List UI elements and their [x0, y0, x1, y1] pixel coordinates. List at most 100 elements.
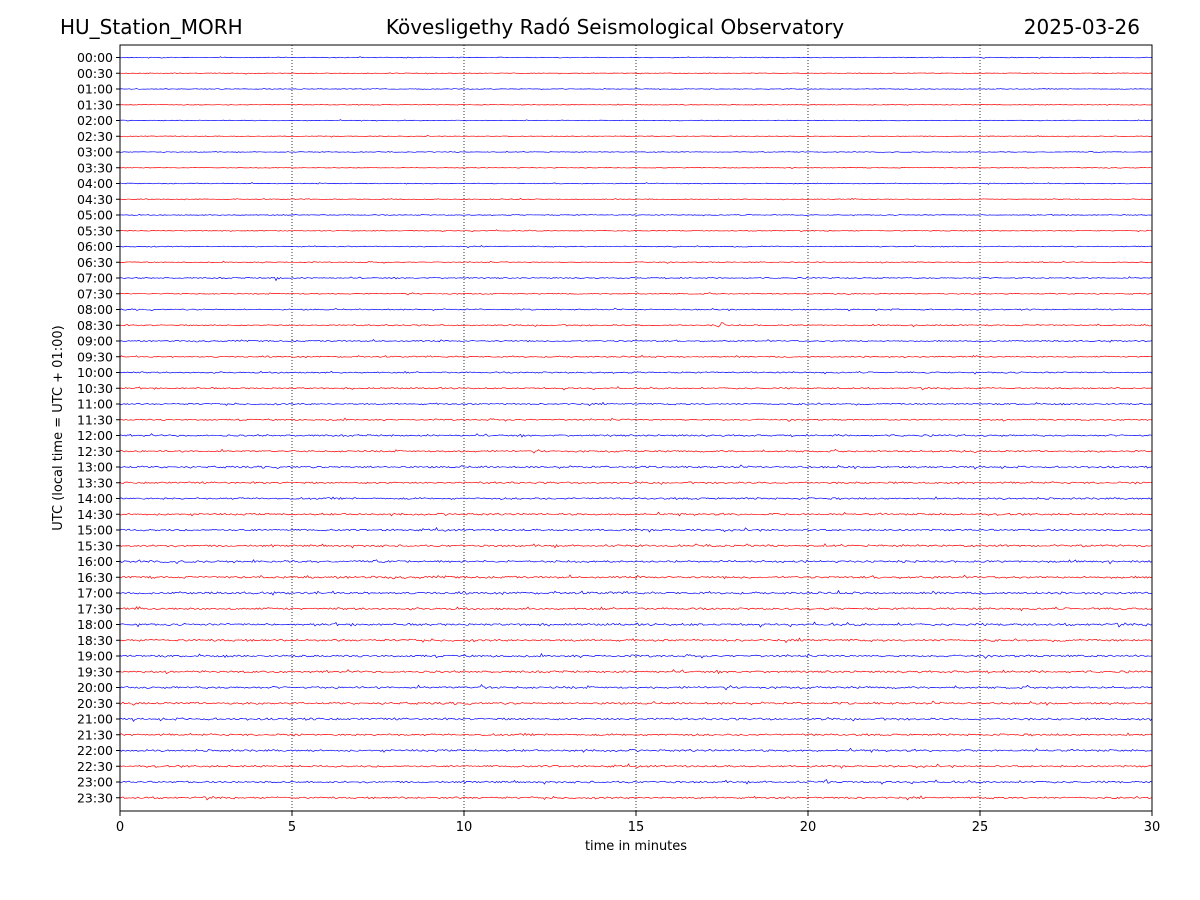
seismic-traces — [119, 56, 1153, 801]
row-label-1630: 16:30 — [77, 570, 113, 585]
trace-0930 — [119, 354, 1153, 359]
row-label-1230: 12:30 — [77, 444, 113, 459]
row-label-0800: 08:00 — [77, 302, 113, 317]
trace-0100 — [119, 88, 1153, 90]
row-label-1700: 17:00 — [77, 586, 113, 601]
trace-1930 — [119, 669, 1153, 675]
trace-0730 — [119, 292, 1153, 296]
x-tick-label-15: 15 — [628, 820, 645, 835]
row-label-0930: 09:30 — [77, 349, 113, 364]
trace-1530 — [119, 543, 1153, 549]
row-label-0100: 01:00 — [77, 82, 113, 97]
grid-lines — [291, 45, 981, 811]
row-label-0500: 05:00 — [77, 208, 113, 223]
row-label-0330: 03:30 — [77, 160, 113, 175]
x-tick-label-0: 0 — [116, 820, 124, 835]
row-label-1130: 11:30 — [77, 412, 113, 427]
trace-0500 — [119, 213, 1153, 217]
trace-2130 — [119, 732, 1153, 737]
trace-0900 — [119, 339, 1153, 343]
trace-1400 — [119, 496, 1153, 501]
row-label-0830: 08:30 — [77, 318, 113, 333]
row-label-1730: 17:30 — [77, 601, 113, 616]
trace-0300 — [119, 150, 1153, 154]
trace-0130 — [119, 103, 1153, 106]
trace-0430 — [119, 197, 1153, 201]
row-label-1100: 11:00 — [77, 397, 113, 412]
row-label-1300: 13:00 — [77, 460, 113, 475]
trace-1830 — [119, 637, 1153, 644]
row-label-1900: 19:00 — [77, 649, 113, 664]
trace-0600 — [119, 245, 1153, 248]
station-name: HU_Station_MORH — [60, 15, 243, 39]
x-tick-label-30: 30 — [1144, 820, 1161, 835]
trace-1030 — [119, 386, 1153, 391]
trace-0530 — [119, 229, 1153, 233]
row-label-0730: 07:30 — [77, 286, 113, 301]
trace-0200 — [119, 119, 1153, 122]
row-label-2230: 22:30 — [77, 759, 113, 774]
trace-1200 — [119, 433, 1153, 438]
trace-2030 — [119, 700, 1153, 706]
trace-1000 — [119, 370, 1153, 375]
row-label-0200: 02:00 — [77, 113, 113, 128]
row-label-1330: 13:30 — [77, 475, 113, 490]
observatory-title: Kövesligethy Radó Seismological Observat… — [385, 15, 845, 39]
trace-0700 — [119, 276, 1153, 282]
trace-0800 — [119, 307, 1153, 312]
trace-1730 — [119, 606, 1153, 612]
trace-1330 — [119, 480, 1153, 485]
row-label-1830: 18:30 — [77, 633, 113, 648]
trace-1630 — [119, 574, 1153, 580]
row-label-2300: 23:00 — [77, 775, 113, 790]
row-label-0630: 06:30 — [77, 255, 113, 270]
row-label-0230: 02:30 — [77, 129, 113, 144]
trace-0400 — [119, 182, 1153, 185]
trace-2300 — [119, 779, 1153, 785]
x-axis-label: time in minutes — [585, 839, 687, 854]
row-label-0530: 05:30 — [77, 223, 113, 238]
trace-1130 — [119, 417, 1153, 422]
trace-1700 — [119, 589, 1153, 596]
trace-2000 — [119, 683, 1153, 691]
trace-2330 — [119, 795, 1153, 801]
row-label-0130: 01:30 — [77, 97, 113, 112]
row-label-1930: 19:30 — [77, 664, 113, 679]
trace-2200 — [119, 747, 1153, 753]
row-label-0000: 00:00 — [77, 50, 113, 65]
trace-1800 — [119, 621, 1153, 628]
row-label-1430: 14:30 — [77, 507, 113, 522]
x-tick-label-20: 20 — [800, 820, 817, 835]
trace-0030 — [119, 72, 1153, 75]
row-label-1800: 18:00 — [77, 617, 113, 632]
row-label-1400: 14:00 — [77, 491, 113, 506]
row-label-1000: 10:00 — [77, 365, 113, 380]
record-date: 2025-03-26 — [1023, 15, 1140, 39]
x-tick-label-25: 25 — [972, 820, 989, 835]
row-label-1600: 16:00 — [77, 554, 113, 569]
row-label-2030: 20:30 — [77, 696, 113, 711]
row-label-0430: 04:30 — [77, 192, 113, 207]
trace-1100 — [119, 401, 1153, 407]
trace-0000 — [119, 56, 1153, 59]
row-label-1530: 15:30 — [77, 538, 113, 553]
trace-0230 — [119, 135, 1153, 138]
row-label-1200: 12:00 — [77, 428, 113, 443]
trace-2100 — [119, 716, 1153, 722]
row-time-labels: 00:0000:3001:0001:3002:0002:3003:0003:30… — [77, 50, 120, 805]
x-tick-label-10: 10 — [456, 820, 473, 835]
trace-1300 — [119, 464, 1153, 470]
row-label-0400: 04:00 — [77, 176, 113, 191]
trace-1900 — [119, 652, 1153, 659]
trace-1230 — [119, 448, 1153, 454]
row-label-1030: 10:30 — [77, 381, 113, 396]
trace-1600 — [119, 559, 1153, 565]
row-label-0030: 00:30 — [77, 66, 113, 81]
trace-1500 — [119, 527, 1153, 533]
plot-frame — [119, 44, 1153, 812]
trace-2230 — [119, 763, 1153, 769]
trace-1430 — [119, 511, 1153, 517]
row-label-2100: 21:00 — [77, 712, 113, 727]
x-axis-ticks: 0 5 10 15 20 25 30 — [116, 811, 1160, 835]
